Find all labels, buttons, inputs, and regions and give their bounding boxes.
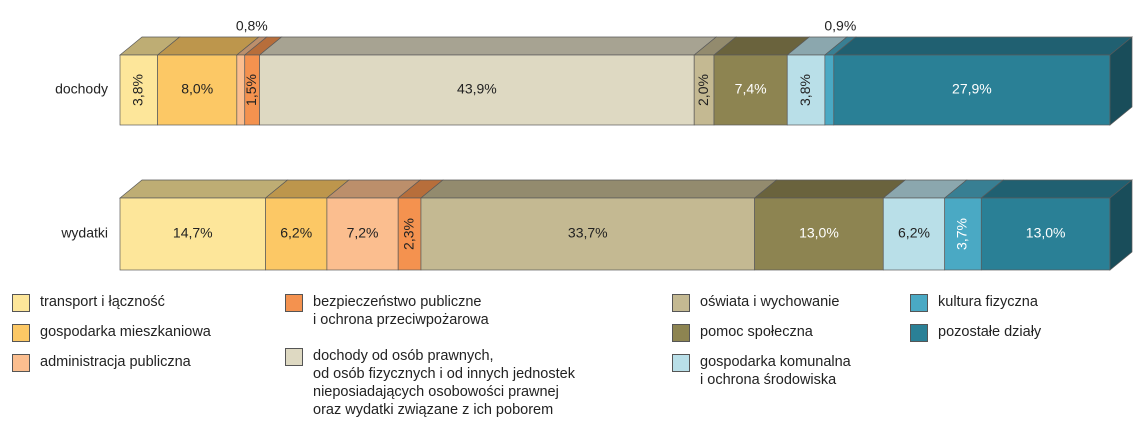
bar-segment [119,197,266,271]
value-label: 7,2% [347,225,379,241]
legend-label: transport i łączność [40,294,165,310]
bar-segment [754,197,884,271]
legend-item: transport i łączność [12,293,165,312]
bar-segment [713,54,788,126]
value-label: 33,7% [568,225,608,241]
value-label: 13,0% [1026,225,1066,241]
legend-label: gospodarka mieszkaniowa [40,324,211,340]
bar-segment [119,54,158,126]
bar-segment [980,197,1111,271]
legend-label: kultura fizyczna [938,294,1038,310]
legend-item: oświata i wychowanie [672,293,839,312]
value-label: 2,0% [695,74,711,106]
value-label: 0,8% [236,18,268,34]
bar-segment [420,197,755,271]
legend-item: kultura fizyczna [910,293,1038,312]
value-label: 3,8% [797,74,813,106]
value-label: 0,9% [824,18,856,34]
bar-top [119,179,289,199]
value-label: 2,3% [400,218,416,250]
legend-label: gospodarka komunalna i ochrona środowisk… [700,354,851,388]
legend-swatch [672,294,690,312]
bar-side [1109,179,1133,271]
bar-segment [944,197,982,271]
legend-item: pomoc społeczna [672,323,813,342]
bar-segment [786,54,826,126]
legend-label: bezpieczeństwo publiczne i ochrona przec… [313,294,489,328]
legend-label: pozostałe działy [938,324,1042,340]
value-label: 43,9% [457,81,497,97]
legend-swatch [285,348,303,366]
bar-top [980,179,1133,199]
value-label: 1,5% [243,74,259,106]
legend-swatch [910,294,928,312]
bar-top [419,179,778,199]
value-label: 3,7% [954,218,970,250]
legend-swatch [12,324,30,342]
legend-label: administracja publiczna [40,354,191,370]
legend-swatch [12,354,30,372]
legend-item: pozostałe działy [910,323,1041,342]
bar-side [1109,36,1133,126]
category-label: dochody [55,81,108,97]
bar-segment [824,54,835,126]
legend-item: dochody od osób prawnych, od osób fizycz… [285,347,575,419]
chart: dochody 3,8% 8,0% 0,8% 1,5% 43,9% 2,0% 7,4% 3,8%… [55,18,1133,271]
legend-item: bezpieczeństwo publiczne i ochrona przec… [285,293,489,329]
value-label: 3,8% [130,74,146,106]
value-label: 7,4% [735,81,767,97]
value-label: 14,7% [173,225,213,241]
bar-segment [326,197,399,271]
bar-top [832,36,1133,56]
legend-swatch [12,294,30,312]
legend-label: dochody od osób prawnych, od osób fizycz… [313,348,575,418]
legend-swatch [910,324,928,342]
legend-item: gospodarka komunalna i ochrona środowisk… [672,353,851,389]
legend-label: pomoc społeczna [700,324,813,340]
value-label: 6,2% [280,225,312,241]
legend-swatch [672,324,690,342]
value-label: 13,0% [799,225,839,241]
legend-swatch [285,294,303,312]
category-label: wydatki [60,225,108,241]
value-label: 8,0% [181,81,213,97]
bar-segment [259,54,695,126]
bar-top [753,179,907,199]
legend-swatch [672,354,690,372]
legend-label: oświata i wychowanie [700,294,840,310]
value-label: 6,2% [898,225,930,241]
bar-top [258,36,718,56]
value-label: 27,9% [952,81,992,97]
legend-item: gospodarka mieszkaniowa [12,323,211,342]
bar-segment [265,197,328,271]
legend-item: administracja publiczna [12,353,191,372]
bar-segment [833,54,1111,126]
